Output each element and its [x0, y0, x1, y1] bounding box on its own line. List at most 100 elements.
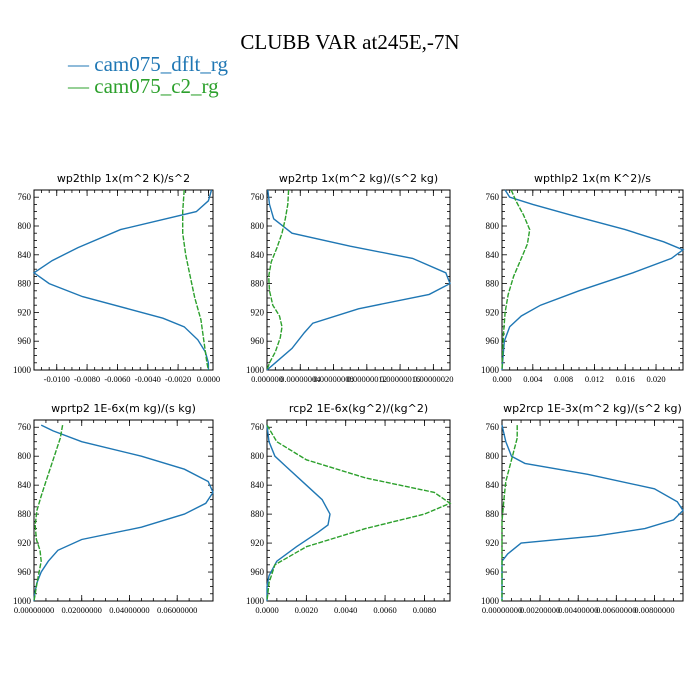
panel-title: wp2rcp 1E-3x(m^2 kg)/(s^2 kg) — [503, 402, 682, 415]
panel-title: rcp2 1E-6x(kg^2)/(kg^2) — [289, 402, 428, 415]
y-tick-label: 800 — [486, 451, 500, 461]
y-tick-label: 760 — [251, 192, 265, 202]
y-tick-label: 920 — [251, 538, 265, 548]
x-tick-label: 0.000000 — [251, 374, 283, 384]
y-tick-label: 960 — [18, 567, 32, 577]
y-tick-label: 1000 — [481, 365, 500, 375]
y-tick-label: 800 — [251, 221, 265, 231]
series-line-dflt — [33, 424, 214, 602]
x-tick-label: 0.06000000 — [157, 605, 197, 615]
y-tick-label: 840 — [251, 250, 265, 260]
series-line-c2 — [181, 189, 210, 371]
panel-3: wpthlp2 1x(m K^2)/s 760 800 840 880 920 960 100… — [481, 172, 685, 384]
x-tick-label: 0.000 — [492, 374, 511, 384]
series-line-c2 — [501, 425, 518, 601]
main-title: CLUBB VAR at245E,-7N — [240, 30, 460, 54]
y-tick-label: 960 — [251, 567, 265, 577]
x-tick-label: 0.0020 — [295, 605, 318, 615]
y-tick-label: 880 — [486, 279, 500, 289]
x-tick-label: -0.0100 — [44, 374, 70, 384]
y-tick-label: 840 — [486, 250, 500, 260]
panel-1: wp2thlp 1x(m^2 K)/s^2 760 800 840 880 920 960 1… — [13, 172, 220, 384]
x-tick-label: 0.00000020 — [413, 374, 453, 384]
x-tick-label: 0.00000000 — [482, 605, 522, 615]
x-tick-label: 0.0040 — [334, 605, 357, 615]
x-tick-label: 0.00000004 — [280, 374, 321, 384]
x-tick-label: 0.0080 — [413, 605, 436, 615]
plot-frame — [33, 189, 214, 371]
x-tick-label: 0.0000 — [255, 605, 278, 615]
series-line-c2 — [266, 189, 290, 371]
y-tick-label: 960 — [18, 336, 32, 346]
x-tick-label: 0.0000 — [197, 374, 220, 384]
y-tick-label: 960 — [251, 336, 265, 346]
y-tick-label: 960 — [486, 336, 500, 346]
panel-title: wp2rtp 1x(m^2 kg)/(s^2 kg) — [279, 172, 438, 185]
x-tick-label: -0.0080 — [74, 374, 100, 384]
x-tick-label: 0.00000000 — [14, 605, 54, 615]
x-tick-label: 0.00200000 — [520, 605, 560, 615]
y-tick-label: 880 — [486, 509, 500, 519]
x-tick-label: 0.004 — [523, 374, 543, 384]
y-tick-label: 880 — [18, 279, 32, 289]
x-tick-label: -0.0060 — [104, 374, 130, 384]
panel-4: wprtp2 1E-6x(m kg)/(s kg) 760 800 840 880 920… — [13, 402, 214, 615]
panel-title: wp2thlp 1x(m^2 K)/s^2 — [57, 172, 190, 185]
x-tick-label: 0.02000000 — [62, 605, 102, 615]
plot-frame — [33, 419, 214, 602]
y-tick-label: 1000 — [13, 596, 32, 606]
y-tick-label: 920 — [18, 307, 32, 317]
y-tick-label: 840 — [251, 480, 265, 490]
y-tick-label: 920 — [251, 307, 265, 317]
y-tick-label: 1000 — [246, 596, 265, 606]
series-line-dflt — [266, 189, 451, 371]
series-line-c2 — [501, 189, 531, 371]
series-line-dflt — [32, 189, 213, 370]
y-tick-label: 760 — [18, 422, 32, 432]
x-tick-label: 0.008 — [554, 374, 573, 384]
series-line-dflt — [501, 424, 684, 601]
x-tick-label: 0.04000000 — [109, 605, 149, 615]
panel-title: wprtp2 1E-6x(m kg)/(s kg) — [51, 402, 196, 415]
series-line-dflt — [266, 425, 331, 601]
plot-frame — [266, 189, 451, 371]
x-tick-label: -0.0020 — [165, 374, 191, 384]
x-tick-label: -0.0040 — [135, 374, 161, 384]
x-tick-label: 0.00000016 — [380, 374, 420, 384]
y-tick-label: 760 — [18, 192, 32, 202]
x-tick-label: 0.00800000 — [634, 605, 674, 615]
y-tick-label: 1000 — [481, 596, 500, 606]
panel-title: wpthlp2 1x(m K^2)/s — [534, 172, 651, 185]
x-tick-label: 0.00000012 — [347, 374, 387, 384]
y-tick-label: 800 — [18, 221, 32, 231]
x-tick-label: 0.0060 — [373, 605, 396, 615]
panel-6: wp2rcp 1E-3x(m^2 kg)/(s^2 kg)760 800 840 88… — [481, 402, 684, 615]
legend-item-dflt: — cam075_dflt_rg — [68, 52, 229, 76]
y-tick-label: 880 — [251, 279, 265, 289]
series-line-c2 — [33, 424, 64, 602]
x-tick-label: 0.00000008 — [313, 374, 353, 384]
y-tick-label: 760 — [486, 192, 500, 202]
panel-2: wp2rtp 1x(m^2 kg)/(s^2 kg) 760 800 840 880 92… — [246, 172, 454, 384]
legend-item-c2: — cam075_c2_rg — [68, 74, 219, 98]
x-tick-label: 0.016 — [616, 374, 635, 384]
x-tick-label: 0.00600000 — [596, 605, 636, 615]
y-tick-label: 800 — [486, 221, 500, 231]
y-tick-label: 960 — [486, 567, 500, 577]
y-tick-label: 760 — [251, 422, 265, 432]
y-tick-label: 920 — [486, 538, 500, 548]
y-tick-label: 1000 — [246, 365, 265, 375]
series-line-c2 — [266, 424, 452, 602]
y-tick-label: 880 — [251, 509, 265, 519]
plot-frame — [266, 419, 451, 602]
plot-frame — [501, 419, 684, 602]
y-tick-label: 840 — [18, 480, 32, 490]
y-tick-label: 1000 — [13, 365, 32, 375]
y-tick-label: 760 — [486, 422, 500, 432]
x-tick-label: 0.00400000 — [558, 605, 598, 615]
y-tick-label: 920 — [486, 307, 500, 317]
y-tick-label: 840 — [18, 250, 32, 260]
series-line-dflt — [501, 189, 685, 371]
y-tick-label: 800 — [18, 451, 32, 461]
